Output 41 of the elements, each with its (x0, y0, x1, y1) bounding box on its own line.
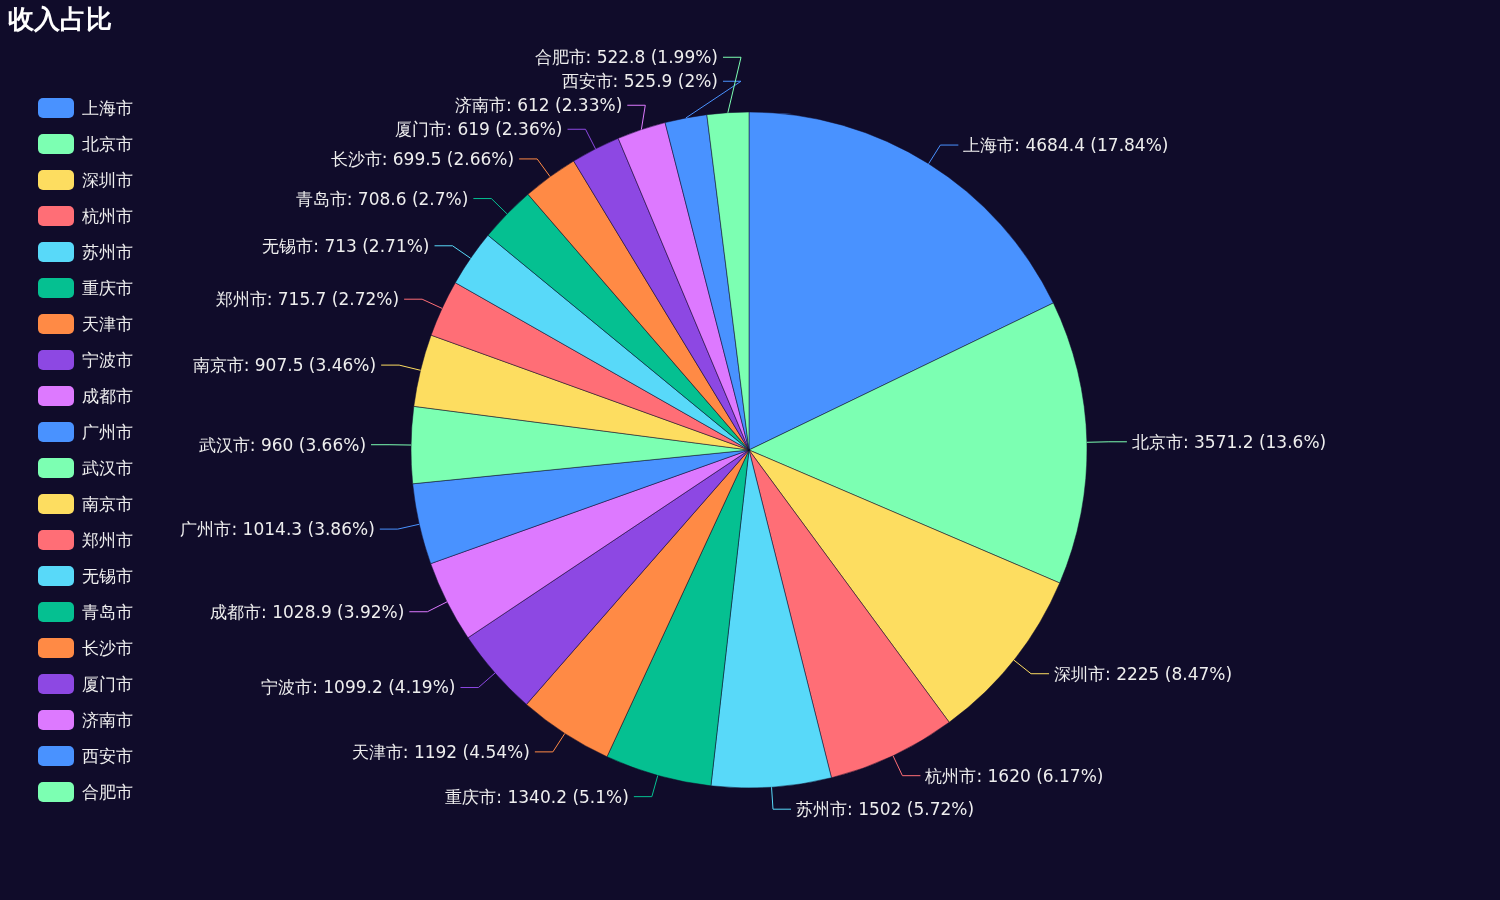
legend-label: 西安市 (82, 745, 133, 766)
legend-label: 成都市 (82, 385, 133, 406)
data-label: 济南市: 612 (2.33%) (455, 95, 623, 116)
legend-label: 苏州市 (82, 241, 133, 262)
legend-label: 武汉市 (82, 457, 133, 478)
legend-label: 济南市 (82, 709, 133, 730)
data-label: 厦门市: 619 (2.36%) (395, 119, 563, 140)
data-label: 青岛市: 708.6 (2.7%) (295, 188, 469, 209)
data-label: 苏州市: 1502 (5.72%) (796, 799, 975, 820)
chart-title: 收入占比 (8, 4, 112, 34)
legend-label: 广州市 (82, 421, 133, 442)
data-label: 无锡市: 713 (2.71%) (262, 235, 430, 256)
data-label: 合肥市: 522.8 (1.99%) (534, 47, 718, 68)
legend-label: 宁波市 (82, 349, 133, 370)
data-label: 广州市: 1014.3 (3.86%) (180, 519, 375, 540)
legend-label: 深圳市 (82, 169, 133, 190)
data-label: 天津市: 1192 (4.54%) (351, 741, 530, 762)
data-label: 西安市: 525.9 (2%) (561, 71, 718, 92)
data-label: 上海市: 4684.4 (17.84%) (963, 135, 1169, 156)
data-label: 南京市: 907.5 (3.46%) (192, 355, 377, 376)
data-label: 深圳市: 2225 (8.47%) (1054, 663, 1233, 684)
data-label: 郑州市: 715.7 (2.72%) (215, 289, 400, 310)
legend-label: 上海市 (82, 97, 133, 118)
legend-label: 青岛市 (82, 601, 133, 622)
data-label: 重庆市: 1340.2 (5.1%) (445, 786, 629, 807)
legend-label: 天津市 (82, 313, 133, 334)
legend-label: 南京市 (82, 493, 133, 514)
data-label: 北京市: 3571.2 (13.6%) (1131, 431, 1327, 452)
data-label: 宁波市: 1099.2 (4.19%) (261, 677, 456, 698)
legend-label: 无锡市 (82, 565, 133, 586)
legend-label: 杭州市 (81, 205, 133, 226)
data-label: 成都市: 1028.9 (3.92%) (210, 601, 405, 622)
data-label: 武汉市: 960 (3.66%) (198, 434, 367, 455)
legend-label: 合肥市 (82, 781, 133, 802)
data-label: 杭州市: 1620 (6.17%) (924, 765, 1104, 786)
legend-label: 北京市 (82, 133, 133, 154)
legend-label: 长沙市 (82, 637, 133, 658)
legend-label: 厦门市 (82, 673, 133, 694)
legend-label: 郑州市 (82, 529, 133, 550)
data-label: 长沙市: 699.5 (2.66%) (330, 148, 515, 169)
legend-label: 重庆市 (82, 277, 133, 298)
